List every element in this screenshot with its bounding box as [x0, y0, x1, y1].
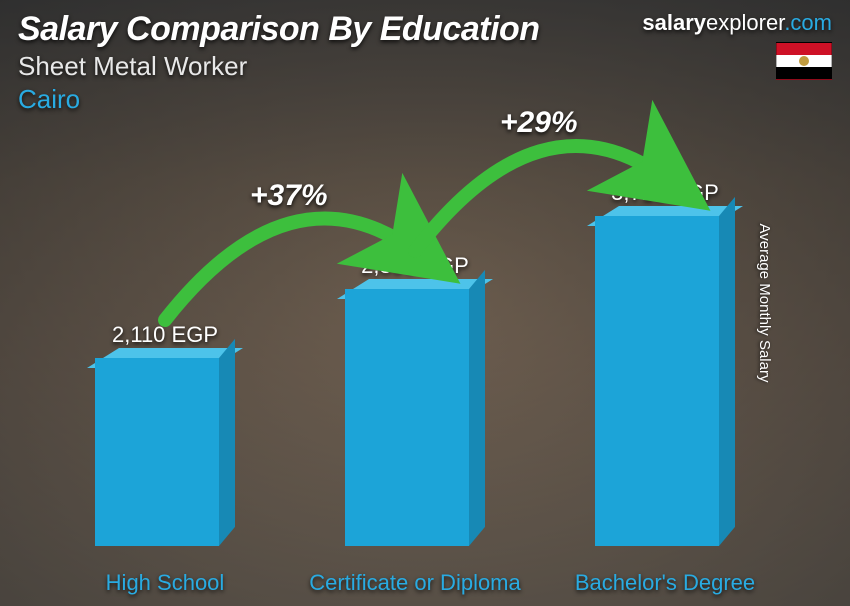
brand-block: salaryexplorer.com — [642, 10, 832, 80]
chart-subtitle: Sheet Metal Worker — [18, 51, 540, 82]
brand-tld: .com — [784, 10, 832, 35]
brand-bold: salary — [642, 10, 706, 35]
header: Salary Comparison By Education Sheet Met… — [18, 10, 832, 115]
title-block: Salary Comparison By Education Sheet Met… — [18, 10, 540, 115]
chart-title: Salary Comparison By Education — [18, 10, 540, 49]
brand-text: salaryexplorer.com — [642, 10, 832, 36]
egypt-flag-icon — [776, 42, 832, 80]
chart-location: Cairo — [18, 84, 540, 115]
brand-rest: explorer — [706, 10, 784, 35]
